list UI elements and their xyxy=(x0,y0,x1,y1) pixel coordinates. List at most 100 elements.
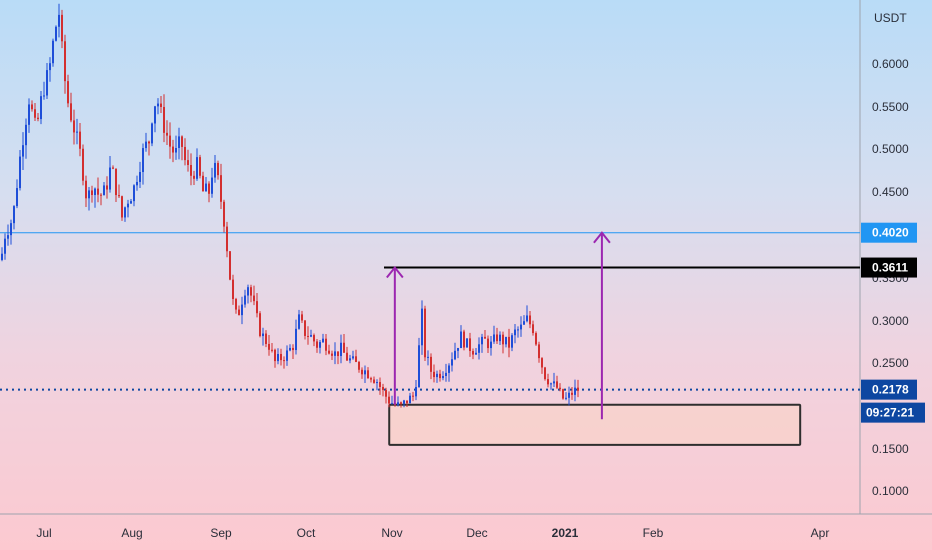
candle-body xyxy=(133,185,135,202)
candle-body xyxy=(187,160,189,166)
candle-body xyxy=(22,145,24,157)
candle-body xyxy=(277,353,279,362)
candle-body xyxy=(13,206,15,224)
x-tick-label: Sep xyxy=(210,526,232,540)
candle-body xyxy=(241,304,243,316)
candle-body xyxy=(487,338,489,349)
candle-body xyxy=(565,397,567,399)
candle-body xyxy=(370,378,372,380)
candle-body xyxy=(70,103,72,121)
candle-body xyxy=(529,315,531,325)
candle-body xyxy=(7,235,9,239)
candle-body xyxy=(514,329,516,336)
candle-body xyxy=(463,331,465,348)
candle-body xyxy=(55,26,57,41)
candle-body xyxy=(406,400,408,404)
candle-body xyxy=(445,372,447,376)
candle-body xyxy=(214,162,216,178)
candle-body xyxy=(190,165,192,176)
candle-body xyxy=(451,359,453,366)
candle-body xyxy=(316,341,318,348)
candle-body xyxy=(79,131,81,149)
candle-body xyxy=(106,185,108,190)
candle-body xyxy=(88,190,90,199)
candle-body xyxy=(568,392,570,398)
candle-body xyxy=(82,148,84,181)
candle-body xyxy=(490,341,492,349)
candle-body xyxy=(247,287,249,296)
candle-body xyxy=(415,387,417,397)
x-tick-label: Apr xyxy=(811,526,830,540)
candle-body xyxy=(517,329,519,331)
candle-body xyxy=(400,402,402,404)
candle-body xyxy=(76,131,78,133)
candle-body xyxy=(310,335,312,337)
measure-arrow xyxy=(386,265,404,405)
candle-body xyxy=(421,308,423,346)
candle-body xyxy=(286,350,288,361)
candle-body xyxy=(478,344,480,353)
candle-body xyxy=(220,175,222,202)
candle-body xyxy=(532,324,534,334)
candle-body xyxy=(10,223,12,236)
candle-body xyxy=(259,313,261,337)
candle-body xyxy=(382,386,384,390)
candle-body xyxy=(424,308,426,358)
candle-body xyxy=(244,295,246,305)
candle-body xyxy=(367,370,369,379)
candle-body xyxy=(472,350,474,355)
candle-body xyxy=(541,358,543,368)
candle-body xyxy=(427,356,429,358)
candle-body xyxy=(535,333,537,345)
candle-body xyxy=(274,349,276,362)
candle-body xyxy=(238,309,240,316)
svg-text:0.2178: 0.2178 xyxy=(872,383,909,397)
candle-body xyxy=(28,104,30,125)
candle-body xyxy=(232,279,234,299)
y-tick-label: 0.4500 xyxy=(872,185,909,199)
candle-body xyxy=(454,350,456,360)
candle-body xyxy=(283,360,285,362)
candle-body xyxy=(151,123,153,144)
candle-body xyxy=(43,95,45,97)
y-tick-label: 0.1000 xyxy=(872,484,909,498)
candle-body xyxy=(469,338,471,351)
candle-body xyxy=(391,403,393,405)
candle-body xyxy=(325,338,327,351)
candle-body xyxy=(328,350,330,354)
candle-body xyxy=(412,395,414,397)
candle-body xyxy=(502,334,504,345)
candle-body xyxy=(112,167,114,169)
candle-body xyxy=(289,347,291,351)
candle-body xyxy=(118,195,120,197)
candle-body xyxy=(193,175,195,179)
candle-body xyxy=(361,369,363,375)
candle-body xyxy=(1,253,3,260)
countdown-tag: 09:27:21 xyxy=(861,402,925,423)
candle-body xyxy=(364,370,366,375)
candle-body xyxy=(265,333,267,344)
candle-body xyxy=(484,336,486,339)
candle-body xyxy=(58,14,60,27)
candle-body xyxy=(460,331,462,349)
candle-body xyxy=(103,185,105,196)
candle-body xyxy=(166,132,168,136)
candle-body xyxy=(544,367,546,380)
candle-body xyxy=(505,336,507,345)
candle-body xyxy=(340,342,342,357)
candle-body xyxy=(199,157,201,176)
candle-body xyxy=(430,356,432,372)
candle-body xyxy=(217,162,219,176)
candle-body xyxy=(388,396,390,404)
x-tick-label: Nov xyxy=(381,526,402,540)
candle-body xyxy=(319,342,321,348)
candle-body xyxy=(31,104,33,110)
candle-body xyxy=(85,180,87,199)
candle-body xyxy=(40,96,42,120)
svg-text:0.3611: 0.3611 xyxy=(872,261,908,275)
candle-body xyxy=(91,190,93,196)
price-tag-current: 0.2178 xyxy=(861,379,917,400)
candles-group xyxy=(1,3,579,408)
candle-body xyxy=(160,103,162,107)
candle-body xyxy=(433,371,435,378)
